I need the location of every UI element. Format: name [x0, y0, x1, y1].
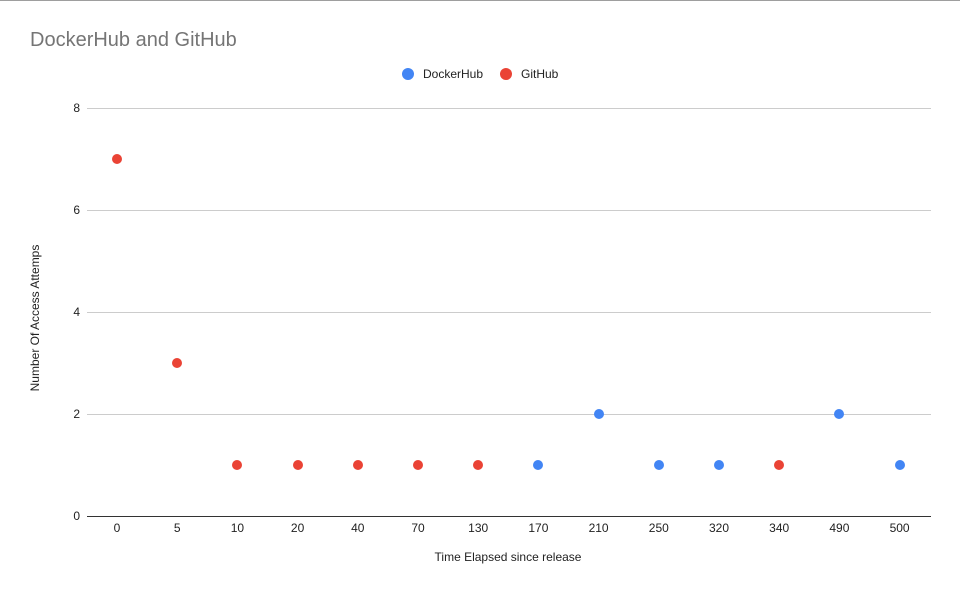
y-tick-label: 2	[73, 407, 80, 421]
data-point-dockerhub[interactable]	[593, 409, 604, 419]
x-tick-label: 490	[829, 521, 850, 535]
data-point-github[interactable]	[413, 460, 423, 470]
data-point-dockerhub[interactable]	[653, 460, 664, 470]
x-tick-label: 340	[769, 521, 790, 535]
y-tick-label: 6	[73, 203, 80, 217]
legend-label-github: GitHub	[521, 67, 559, 81]
x-tick-label: 320	[708, 521, 730, 535]
x-axis-line	[87, 516, 931, 517]
x-tick-label: 5	[173, 521, 181, 535]
data-point-github[interactable]	[774, 460, 785, 470]
x-tick-label: 10	[230, 521, 245, 535]
x-tick-label: 500	[889, 521, 910, 535]
chart-title: DockerHub and GitHub	[30, 29, 237, 51]
gridline	[87, 312, 931, 313]
top-border	[0, 0, 960, 1]
x-tick-label: 210	[588, 521, 609, 535]
y-axis-label: Number Of Access Attemps	[28, 244, 42, 392]
legend-item-dockerhub[interactable]: DockerHub	[402, 67, 483, 81]
data-point-github[interactable]	[473, 460, 484, 470]
legend: DockerHub GitHub	[0, 67, 960, 85]
data-point-github[interactable]	[292, 460, 303, 470]
legend-dot-github-icon	[500, 68, 512, 80]
x-tick-label: 130	[468, 521, 489, 535]
data-point-dockerhub[interactable]	[714, 460, 724, 470]
data-point-github[interactable]	[172, 358, 183, 368]
legend-label-dockerhub: DockerHub	[423, 67, 484, 81]
y-tick-label: 0	[73, 509, 80, 523]
legend-item-github[interactable]: GitHub	[500, 67, 558, 81]
x-tick-label: 250	[648, 521, 669, 535]
x-tick-label: 40	[351, 521, 365, 535]
legend-dot-dockerhub-icon	[402, 68, 414, 80]
x-tick-label: 0	[113, 521, 121, 535]
data-point-github[interactable]	[352, 460, 363, 470]
x-tick-label: 20	[290, 521, 305, 535]
data-point-dockerhub[interactable]	[834, 409, 845, 419]
data-point-dockerhub[interactable]	[533, 460, 544, 470]
data-point-github[interactable]	[232, 460, 243, 470]
y-tick-label: 4	[73, 305, 80, 319]
gridline	[87, 210, 931, 211]
x-tick-label: 70	[411, 521, 425, 535]
data-point-dockerhub[interactable]	[894, 460, 905, 470]
data-point-github[interactable]	[112, 154, 122, 164]
gridline	[87, 414, 931, 415]
y-tick-label: 8	[73, 101, 80, 115]
x-axis-label: Time Elapsed since release	[434, 550, 582, 564]
gridline	[87, 108, 931, 109]
x-tick-label: 170	[528, 521, 549, 535]
